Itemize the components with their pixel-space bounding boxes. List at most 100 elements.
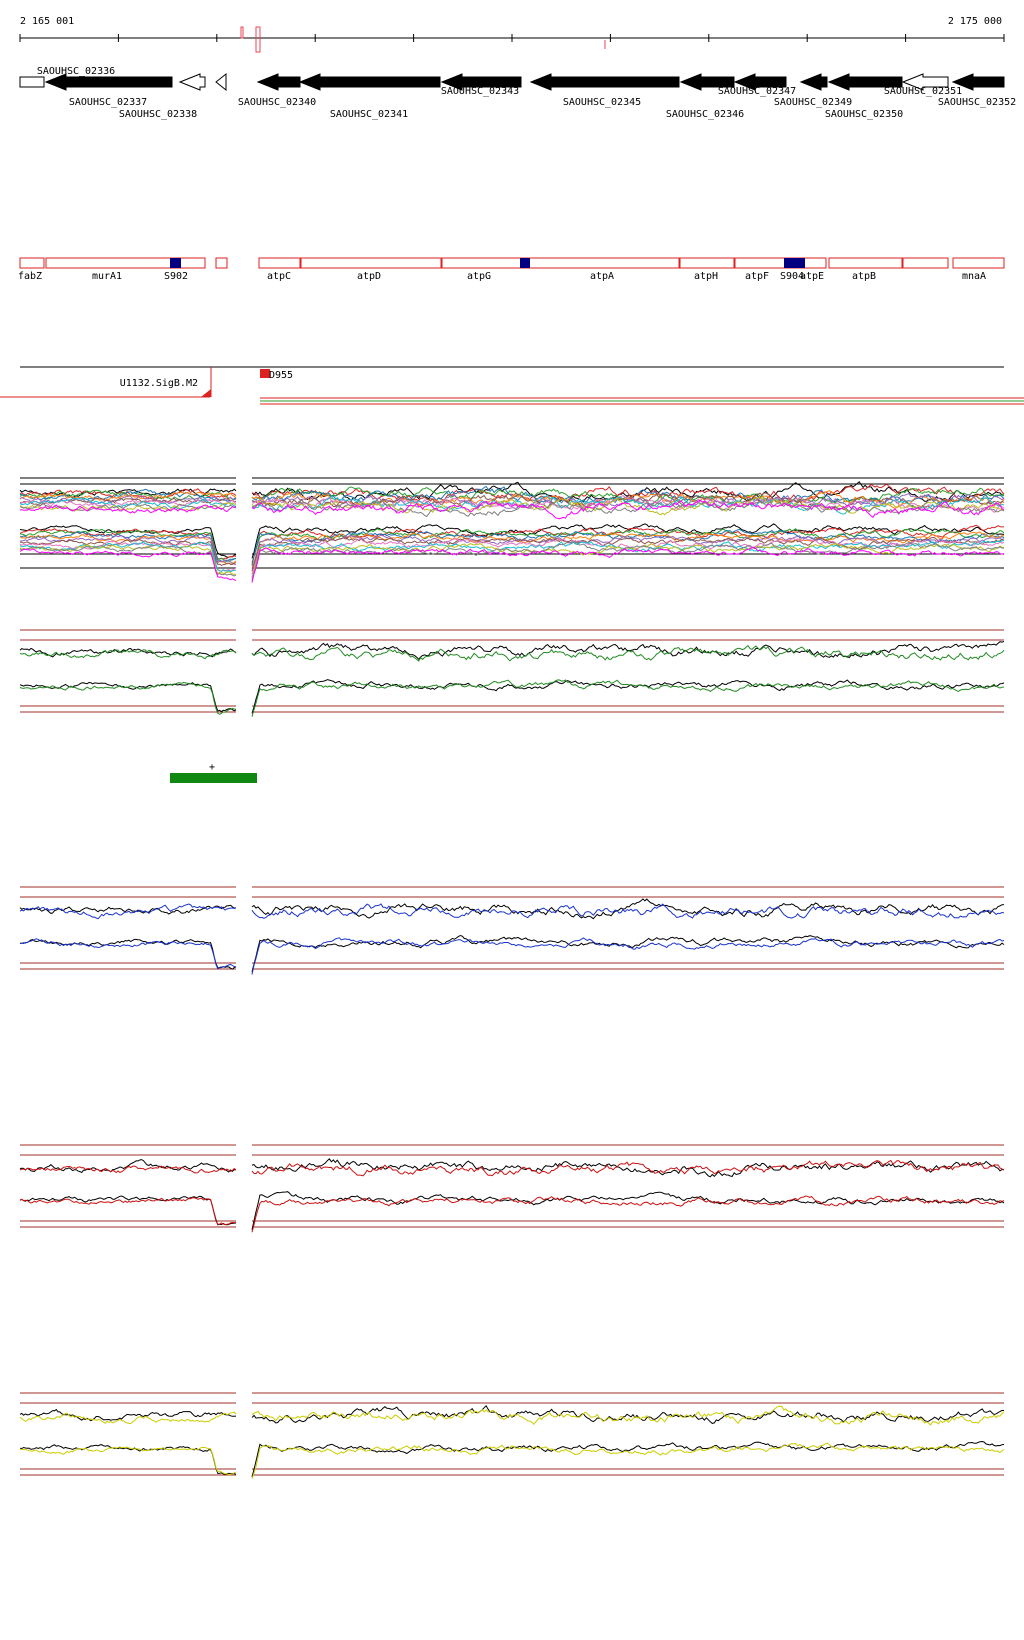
ruler-marker — [240, 26, 244, 39]
srna-box — [170, 258, 181, 268]
expression-line — [19, 1197, 237, 1226]
expression-line — [19, 540, 237, 572]
expression-line — [19, 548, 237, 582]
gene-label: SAOUHSC_02338 — [119, 109, 197, 120]
expression-line — [251, 541, 1005, 581]
expression-line — [251, 641, 1005, 660]
expression-track — [19, 629, 1005, 717]
expression-line — [19, 904, 237, 915]
transcript-left-arrow — [201, 389, 211, 397]
expression-line — [251, 524, 1005, 563]
expression-line — [19, 1408, 237, 1422]
expression-line — [19, 528, 237, 562]
expression-line — [19, 681, 237, 715]
gene-label: SAOUHSC_02349 — [774, 97, 852, 108]
gene-label: SAOUHSC_02345 — [563, 97, 641, 108]
feature-box — [952, 257, 1005, 269]
gene-label: SAOUHSC_02351 — [884, 86, 962, 97]
gene-arrow — [799, 73, 828, 91]
gene-arrow — [298, 73, 441, 91]
transcript-left-label: U1132.SigB.M2 — [120, 378, 198, 389]
srna-box — [784, 258, 805, 268]
expression-line — [19, 531, 237, 563]
gene-arrow — [215, 72, 227, 92]
gene-symbol-label: atpE — [800, 271, 824, 282]
expression-line — [251, 644, 1005, 662]
expression-line — [19, 502, 237, 512]
gene-arrow — [19, 76, 45, 88]
gene-arrow — [440, 73, 522, 91]
gene-symbol-label: S904 — [780, 271, 804, 282]
expression-line — [251, 528, 1005, 566]
gene-label: SAOUHSC_02352 — [938, 97, 1016, 108]
gene-symbol-label: mnaA — [962, 271, 986, 282]
expression-line — [251, 1440, 1005, 1478]
expression-line — [19, 1411, 237, 1425]
ruler-end-label: 2 175 000 — [948, 16, 1002, 27]
expression-line — [19, 647, 237, 658]
expression-line — [251, 494, 1005, 515]
gene-label: SAOUHSC_02343 — [441, 86, 519, 97]
transcript-track: U1132.SigB.M2 D955 — [0, 366, 1024, 405]
differential-region: + — [170, 762, 257, 783]
gene-arrow — [256, 73, 301, 91]
gene-label: SAOUHSC_02347 — [718, 86, 796, 97]
feature-box — [19, 257, 45, 269]
gene-symbol-label: atpH — [694, 271, 718, 282]
feature-box — [215, 257, 228, 269]
gene-symbol-track: fabZ murA1 S902 atpC atpD atpG atpA atpH atpF S90… — [18, 257, 1005, 282]
expression-line — [19, 1444, 237, 1476]
gene-label: SAOUHSC_02336 — [37, 66, 115, 77]
gene-symbol-label: atpA — [590, 271, 614, 282]
expression-line — [19, 541, 237, 573]
expression-line — [251, 499, 1005, 520]
expression-track — [19, 477, 1005, 583]
expression-line — [19, 1165, 237, 1174]
gene-label: SAOUHSC_02337 — [69, 97, 147, 108]
expression-track — [19, 886, 1005, 975]
expression-line — [251, 546, 1005, 583]
expression-line — [19, 504, 237, 514]
expression-line — [251, 1405, 1005, 1426]
expression-line — [19, 491, 237, 502]
expression-line — [251, 1195, 1005, 1233]
expression-line — [251, 679, 1004, 717]
gene-arrow — [529, 73, 680, 91]
gene-symbol-label: atpG — [467, 271, 491, 282]
gene-arrow — [178, 73, 206, 91]
feature-box — [902, 257, 949, 269]
feature-box — [45, 257, 206, 269]
transcript-right-label: D955 — [269, 370, 293, 381]
expression-line — [19, 903, 237, 920]
expression-line — [251, 1159, 1005, 1177]
gene-symbol-label: murA1 — [92, 271, 122, 282]
expression-line — [19, 938, 237, 970]
strand-marker-label: + — [209, 762, 215, 773]
expression-line — [19, 488, 237, 502]
expression-line — [19, 544, 237, 576]
expression-line — [19, 497, 237, 510]
ruler-ticks — [19, 34, 1005, 42]
expression-track — [19, 1144, 1005, 1233]
differential-region-bar — [170, 773, 257, 783]
ruler-start-label: 2 165 001 — [20, 16, 74, 27]
gene-symbol-label: atpF — [745, 271, 769, 282]
expression-line — [251, 1404, 1005, 1424]
gene-symbol-label: fabZ — [18, 271, 42, 282]
gene-symbol-label: atpD — [357, 271, 381, 282]
expression-line — [20, 938, 237, 970]
expression-line — [19, 1159, 237, 1174]
feature-box — [441, 257, 680, 269]
expression-line — [251, 937, 1005, 975]
expression-line — [251, 903, 1005, 919]
gene-symbol-label: S902 — [164, 271, 188, 282]
expression-line — [19, 539, 237, 566]
expression-line — [251, 531, 1005, 569]
expression-line — [251, 1442, 1005, 1479]
expression-track — [19, 1392, 1005, 1479]
gene-symbol-label: atpC — [267, 271, 291, 282]
feature-box — [300, 257, 442, 269]
gene-arrow — [44, 73, 173, 91]
